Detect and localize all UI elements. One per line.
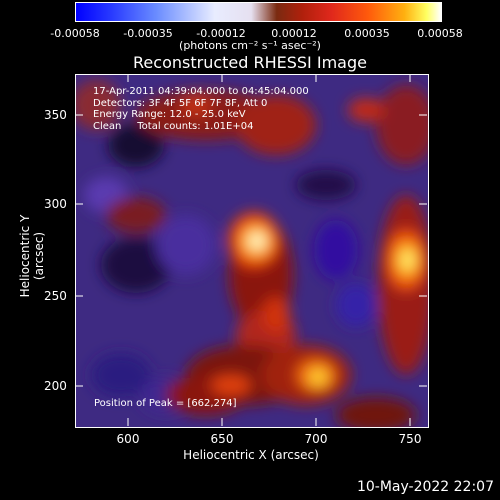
colorbar-tick: -0.00012	[196, 27, 246, 40]
y-tick: 350	[44, 108, 67, 122]
x-tick: 750	[398, 432, 422, 446]
x-tick: 600	[116, 432, 140, 446]
x-tick: 650	[210, 432, 234, 446]
y-tick: 300	[44, 197, 67, 211]
y-tick: 250	[44, 289, 67, 303]
colorbar-tick: 0.00058	[417, 27, 463, 40]
x-axis-label: Heliocentric X (arcsec)	[183, 448, 319, 462]
colorbar-tick: 0.00035	[344, 27, 390, 40]
rhessi-heatmap	[76, 75, 428, 427]
peak-position: Position of Peak = [662,274]	[94, 398, 237, 409]
time-range: 17-Apr-2011 04:39:04.000 to 04:45:04.000	[93, 86, 309, 97]
colorbar-unit: (photons cm⁻² s⁻¹ asec⁻²)	[179, 39, 321, 52]
rhessi-image	[75, 74, 429, 428]
x-tick: 700	[304, 432, 328, 446]
detectors-line: Detectors: 3F 4F 5F 6F 7F 8F, Att 0	[93, 97, 268, 109]
colorbar-tick: -0.00058	[50, 27, 100, 40]
y-tick: 200	[44, 379, 67, 393]
image-title: Reconstructed RHESSI Image	[133, 53, 367, 72]
image-info: 17-Apr-2011 04:39:04.000 to 04:45:04.000…	[93, 86, 309, 132]
colorbar	[75, 2, 442, 22]
timestamp: 10-May-2022 22:07	[356, 479, 494, 495]
colorbar-tick: 0.00012	[271, 27, 317, 40]
clean-counts: Clean Total counts: 1.01E+04	[93, 120, 254, 132]
energy-range: Energy Range: 12.0 - 25.0 keV	[93, 109, 246, 120]
colorbar-tick: -0.00035	[123, 27, 173, 40]
